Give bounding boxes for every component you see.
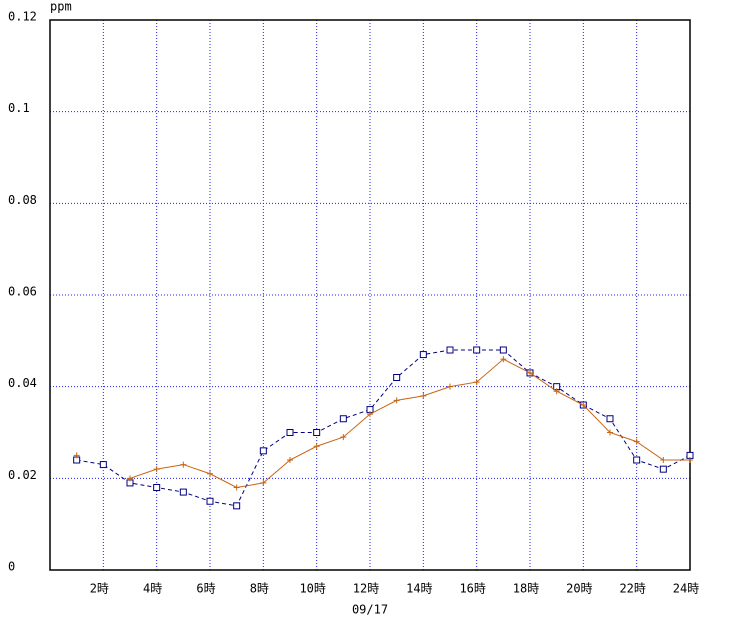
point-marker [420,392,427,399]
x-tick-label: 18時 [513,582,539,596]
y-tick-label: 0.12 [8,10,37,24]
point-marker [553,388,560,395]
x-tick-label: 22時 [619,582,645,596]
point-marker [287,457,293,463]
point-marker [313,429,321,436]
point-marker [580,402,587,408]
x-tick-label: 10時 [299,582,325,596]
point-marker [687,457,693,463]
point-marker [340,434,347,441]
point-marker [659,465,667,473]
point-marker [233,502,241,510]
point-marker [367,411,373,418]
point-marker [473,379,480,386]
point-marker [153,484,161,491]
y-tick-label: 0.08 [8,193,37,207]
point-marker [447,383,453,390]
point-marker [180,461,187,468]
point-marker [313,443,320,450]
point-marker [339,415,347,423]
point-marker [606,415,614,423]
point-marker [633,456,641,464]
x-tick-label: 20時 [566,582,592,596]
point-marker [127,475,133,482]
y-tick-label: 0 [8,560,15,574]
x-axis-label: 09/17 [352,603,388,617]
y-tick-label: 0.02 [8,468,37,482]
point-marker [393,397,400,404]
point-marker [473,346,481,354]
point-marker [446,346,454,354]
point-marker [419,351,427,359]
y-axis-label: ppm [50,0,72,14]
point-marker [286,429,294,436]
point-marker [500,356,507,363]
y-tick-label: 0.04 [8,376,37,390]
x-tick-label: 16時 [459,582,485,596]
point-marker [499,346,507,354]
x-tick-label: 4時 [143,582,162,596]
x-tick-label: 14時 [406,582,432,596]
y-tick-label: 0.1 [8,101,30,115]
point-marker [99,461,107,469]
x-tick-label: 12時 [353,582,379,596]
point-marker [660,457,667,463]
series-line [76,349,691,507]
point-marker [206,497,214,505]
point-marker [527,369,533,376]
point-marker [233,484,240,491]
plot-frame [49,19,691,571]
point-marker [73,452,80,459]
point-marker [393,374,401,381]
point-marker [179,488,187,496]
x-tick-label: 24時 [673,582,699,596]
x-tick-label: 8時 [250,582,269,596]
point-marker [259,447,267,455]
point-marker [207,470,213,477]
x-tick-label: 2時 [90,582,109,596]
series-line [129,358,690,489]
point-marker [607,429,613,436]
point-marker [260,479,267,486]
x-tick-label: 6時 [196,582,215,596]
point-marker [633,438,640,445]
point-marker [153,466,160,473]
y-tick-label: 0.06 [8,285,37,299]
